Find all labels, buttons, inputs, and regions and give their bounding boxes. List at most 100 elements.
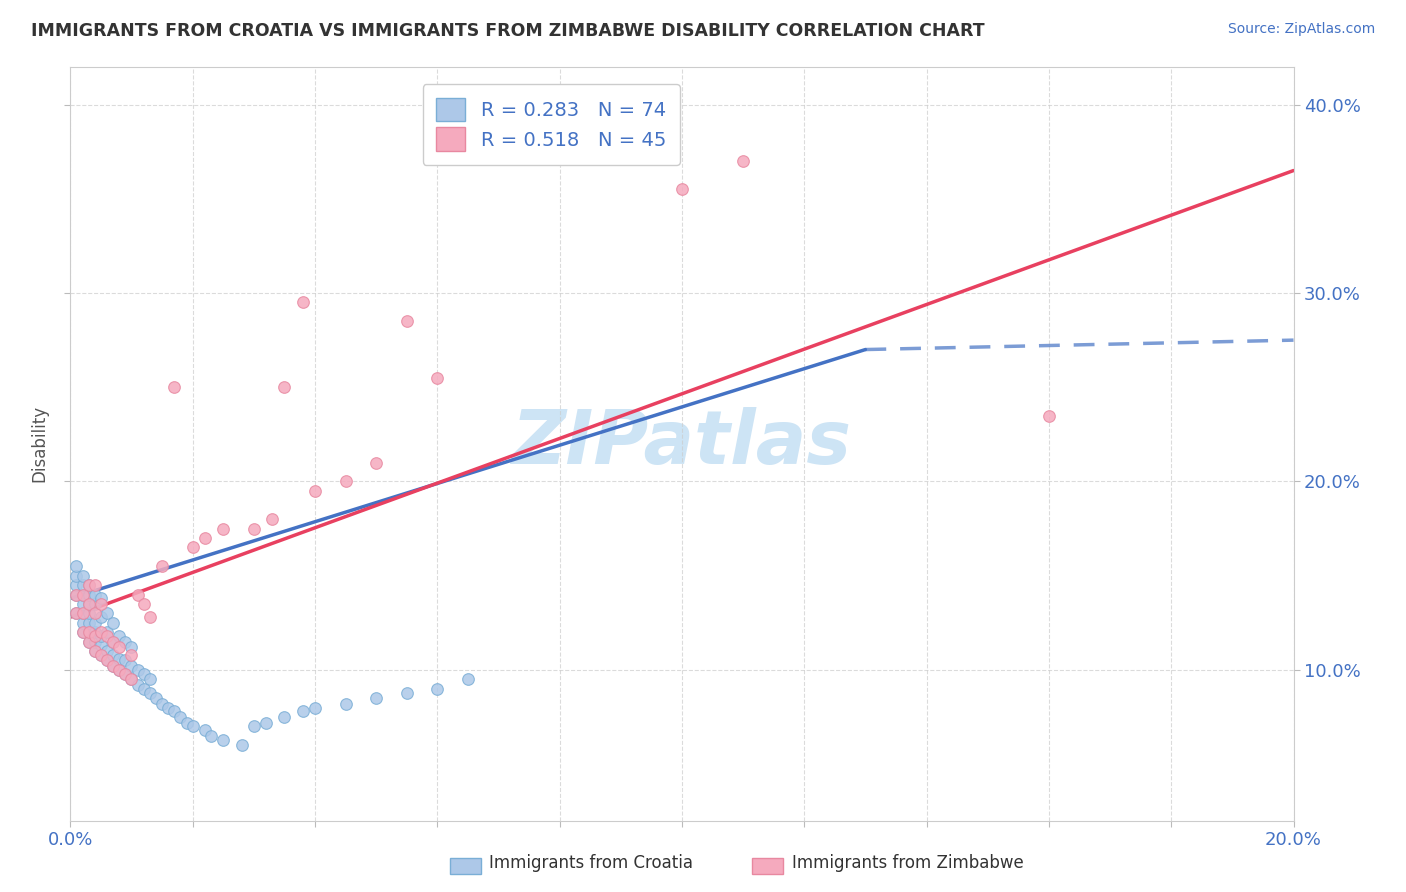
Point	[72, 588, 94, 602]
Point	[200, 729, 222, 743]
Point	[304, 483, 326, 498]
Point	[90, 610, 112, 624]
Point	[65, 588, 87, 602]
Point	[77, 634, 100, 648]
Point	[254, 715, 277, 730]
Point	[83, 634, 105, 648]
Point	[291, 704, 314, 718]
Point	[101, 659, 124, 673]
Point	[90, 591, 112, 606]
Point	[96, 653, 118, 667]
Point	[101, 634, 124, 648]
Point	[96, 629, 118, 643]
Point	[176, 715, 198, 730]
Point	[194, 531, 217, 545]
Point	[77, 588, 100, 602]
Point	[733, 154, 755, 169]
Point	[212, 732, 235, 747]
Point	[77, 597, 100, 611]
Point	[72, 615, 94, 630]
Point	[426, 681, 449, 696]
Point	[121, 659, 143, 673]
Point	[114, 666, 136, 681]
Point	[132, 597, 155, 611]
Point	[77, 578, 100, 592]
Text: Source: ZipAtlas.com: Source: ZipAtlas.com	[1227, 22, 1375, 37]
Point	[291, 295, 314, 310]
Point	[96, 653, 118, 667]
Text: ZIPatlas: ZIPatlas	[512, 408, 852, 480]
Point	[77, 634, 100, 648]
Point	[114, 653, 136, 667]
Point	[77, 597, 100, 611]
Point	[83, 625, 105, 640]
Point	[366, 456, 388, 470]
Point	[139, 673, 162, 687]
Point	[157, 700, 180, 714]
Point	[108, 663, 131, 677]
Point	[65, 559, 87, 574]
Point	[90, 639, 112, 653]
Point	[114, 634, 136, 648]
Point	[72, 568, 94, 582]
Point	[169, 710, 191, 724]
Point	[139, 685, 162, 699]
Point	[65, 607, 87, 621]
Point	[83, 615, 105, 630]
Point	[108, 640, 131, 655]
Point	[77, 578, 100, 592]
Point	[65, 607, 87, 621]
Point	[121, 673, 143, 687]
Text: Immigrants from Croatia: Immigrants from Croatia	[489, 855, 693, 872]
Point	[181, 719, 204, 733]
Point	[83, 578, 105, 592]
Point	[83, 644, 105, 658]
Text: IMMIGRANTS FROM CROATIA VS IMMIGRANTS FROM ZIMBABWE DISABILITY CORRELATION CHART: IMMIGRANTS FROM CROATIA VS IMMIGRANTS FR…	[31, 22, 984, 40]
Point	[83, 607, 105, 621]
Point	[65, 568, 87, 582]
Point	[96, 644, 118, 658]
Point	[96, 625, 118, 640]
Point	[335, 475, 357, 489]
Point	[150, 697, 173, 711]
Point	[145, 691, 167, 706]
Point	[77, 625, 100, 640]
Point	[72, 625, 94, 640]
Point	[83, 644, 105, 658]
Point	[72, 607, 94, 621]
Point	[121, 648, 143, 662]
Point	[132, 681, 155, 696]
Point	[72, 597, 94, 611]
Point	[212, 522, 235, 536]
Point	[72, 588, 94, 602]
Point	[121, 673, 143, 687]
Point	[72, 578, 94, 592]
Text: Immigrants from Zimbabwe: Immigrants from Zimbabwe	[792, 855, 1024, 872]
Point	[243, 719, 266, 733]
Point	[395, 314, 418, 328]
Point	[90, 625, 112, 640]
Point	[163, 380, 186, 394]
Point	[231, 739, 253, 753]
Point	[262, 512, 284, 526]
Point	[101, 648, 124, 662]
Point	[90, 648, 112, 662]
Point	[83, 597, 105, 611]
Point	[101, 659, 124, 673]
Point	[273, 710, 295, 724]
Point	[90, 629, 112, 643]
Point	[65, 578, 87, 592]
Point	[127, 663, 149, 677]
Point	[304, 700, 326, 714]
Legend: R = 0.283   N = 74, R = 0.518   N = 45: R = 0.283 N = 74, R = 0.518 N = 45	[423, 84, 681, 165]
Point	[108, 651, 131, 665]
Point	[139, 610, 162, 624]
Point	[101, 615, 124, 630]
Point	[457, 673, 479, 687]
Point	[1038, 409, 1060, 423]
Point	[671, 182, 693, 196]
Point	[132, 666, 155, 681]
Point	[395, 685, 418, 699]
Point	[72, 625, 94, 640]
Point	[426, 371, 449, 385]
